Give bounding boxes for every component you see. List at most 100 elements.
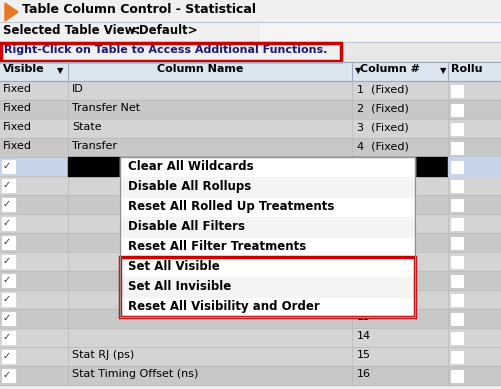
Text: 12: 12: [357, 293, 371, 303]
Text: 16: 16: [357, 369, 371, 379]
Text: Disable All Rollups: Disable All Rollups: [128, 180, 251, 193]
Bar: [0, 81, 501, 100]
Text: Stat RJ (ps): Stat RJ (ps): [72, 350, 134, 360]
Text: Reset All Visibility and Order: Reset All Visibility and Order: [128, 300, 320, 313]
Bar: [451, 332, 463, 344]
Bar: [0, 42, 501, 62]
Text: Stat Timing Offset (ns): Stat Timing Offset (ns): [72, 369, 198, 379]
Bar: [0, 214, 501, 233]
Text: ✓: ✓: [3, 237, 11, 247]
Text: 4  (Fixed): 4 (Fixed): [357, 141, 409, 151]
Bar: [120, 257, 415, 317]
Text: Right-Click on Table to Access Additional Functions.: Right-Click on Table to Access Additiona…: [4, 45, 327, 55]
Text: State: State: [72, 122, 102, 132]
Text: Reset All Rolled Up Treatments: Reset All Rolled Up Treatments: [128, 200, 334, 213]
Text: 6: 6: [357, 179, 364, 189]
Text: ✓: ✓: [3, 275, 11, 285]
Text: 14: 14: [357, 331, 371, 341]
Text: Rollu: Rollu: [451, 64, 482, 74]
Text: Selected Table View:: Selected Table View:: [3, 24, 144, 37]
Text: Clear All Wildcards: Clear All Wildcards: [128, 160, 254, 173]
Text: ✓: ✓: [3, 313, 11, 323]
Bar: [451, 161, 463, 173]
Text: Disable All Filters: Disable All Filters: [128, 220, 245, 233]
Bar: [451, 370, 463, 382]
Bar: [2, 350, 15, 363]
Text: ▼: ▼: [440, 66, 446, 75]
Bar: [451, 351, 463, 363]
Text: Column Name: Column Name: [157, 64, 243, 74]
Text: Transfer: Transfer: [72, 141, 117, 151]
Bar: [2, 293, 15, 306]
Text: 15: 15: [357, 350, 371, 360]
Bar: [0, 138, 501, 157]
Text: 10: 10: [357, 255, 371, 265]
Text: Set All Visible: Set All Visible: [128, 260, 220, 273]
Bar: [0, 176, 501, 195]
Bar: [0, 0, 501, 22]
Text: 9: 9: [357, 236, 364, 246]
Bar: [2, 179, 15, 192]
Bar: [0, 119, 501, 138]
Bar: [451, 104, 463, 116]
Text: ✓: ✓: [3, 332, 11, 342]
Text: 5: 5: [357, 160, 365, 170]
Text: ✓: ✓: [3, 161, 11, 171]
Bar: [0, 252, 501, 271]
Bar: [120, 177, 415, 197]
Text: ✓: ✓: [3, 351, 11, 361]
Polygon shape: [5, 3, 18, 21]
Bar: [448, 157, 501, 176]
Text: ✓: ✓: [3, 294, 11, 304]
Text: 8: 8: [357, 217, 364, 227]
Bar: [120, 257, 415, 317]
Bar: [2, 160, 15, 173]
Text: ✓: ✓: [3, 199, 11, 209]
Bar: [2, 236, 15, 249]
Text: 2  (Fixed): 2 (Fixed): [357, 103, 409, 113]
Bar: [0, 100, 501, 119]
Text: ✓: ✓: [3, 218, 11, 228]
Bar: [0, 290, 501, 309]
Text: 1  (Fixed): 1 (Fixed): [357, 84, 409, 94]
Bar: [0, 309, 501, 328]
Bar: [1, 43, 341, 61]
Bar: [1, 43, 341, 61]
Bar: [451, 142, 463, 154]
Text: 11: 11: [357, 274, 371, 284]
Text: Fixed: Fixed: [3, 103, 32, 113]
Text: ▼: ▼: [355, 66, 362, 75]
Bar: [2, 312, 15, 325]
Bar: [2, 217, 15, 230]
Text: Set All Invisible: Set All Invisible: [128, 280, 231, 293]
Bar: [0, 328, 501, 347]
Bar: [0, 233, 501, 252]
Bar: [120, 217, 415, 237]
Bar: [0, 347, 501, 366]
Bar: [68, 157, 448, 176]
Text: Reset All Filter Treatments: Reset All Filter Treatments: [128, 240, 306, 253]
Bar: [451, 85, 463, 97]
Bar: [0, 22, 260, 42]
Text: Fixed: Fixed: [3, 141, 32, 151]
Text: ID: ID: [72, 84, 84, 94]
Bar: [451, 313, 463, 325]
Bar: [120, 157, 415, 317]
Text: Column #: Column #: [360, 64, 420, 74]
Text: Table Column Control - Statistical: Table Column Control - Statistical: [22, 3, 256, 16]
Bar: [451, 294, 463, 306]
Bar: [0, 62, 501, 81]
Bar: [0, 157, 501, 176]
Bar: [451, 180, 463, 192]
Text: 13: 13: [357, 312, 371, 322]
Bar: [451, 275, 463, 287]
Bar: [451, 256, 463, 268]
Bar: [0, 195, 501, 214]
Text: <Default>: <Default>: [130, 24, 198, 37]
Bar: [2, 274, 15, 287]
Bar: [2, 255, 15, 268]
Bar: [120, 277, 415, 297]
Text: ✓: ✓: [3, 370, 11, 380]
Bar: [120, 157, 415, 317]
Text: ✓: ✓: [3, 256, 11, 266]
